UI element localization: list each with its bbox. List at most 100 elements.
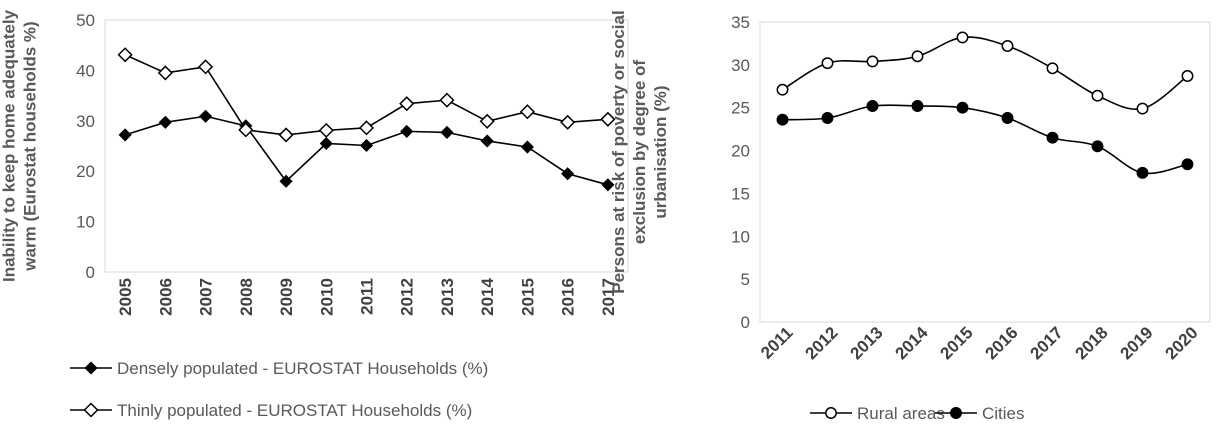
data-point-1 [117, 47, 133, 63]
y-axis-title-line: exclusion by degree of [630, 60, 649, 245]
x-tick-label: 2012 [398, 278, 417, 316]
x-tick-label: 2016 [981, 323, 1021, 363]
x-tick-label: 2019 [1116, 323, 1156, 363]
x-tick-label: 2020 [1161, 323, 1201, 363]
data-point-1 [821, 112, 834, 124]
data-point-1 [238, 122, 254, 138]
x-tick-label: 2014 [891, 323, 932, 364]
data-point-0 [866, 55, 879, 68]
data-point-0 [480, 134, 494, 148]
y-tick-label: 5 [741, 270, 750, 289]
x-tick-label: 2017 [599, 278, 618, 316]
y-axis-title-line: warm (Eurostat households %) [21, 21, 40, 271]
x-tick-label: 2011 [358, 278, 377, 315]
data-point-0 [400, 124, 414, 138]
y-tick-label: 15 [731, 184, 750, 203]
data-point-1 [1046, 131, 1059, 144]
data-point-0 [561, 167, 575, 181]
data-point-0 [911, 50, 924, 63]
data-point-0 [1136, 102, 1149, 115]
y-tick-label: 10 [731, 227, 750, 246]
data-point-1 [479, 113, 495, 129]
data-point-0 [601, 178, 615, 192]
x-tick-label: 2014 [478, 277, 497, 315]
x-tick-label: 2013 [438, 278, 457, 316]
legend-marker [83, 402, 99, 418]
data-point-1 [157, 65, 173, 81]
legend-label: Rural areas [857, 404, 945, 423]
data-point-0 [319, 136, 333, 151]
y-tick-label: 0 [741, 313, 750, 332]
data-point-1 [1001, 112, 1014, 124]
data-point-1 [956, 101, 969, 114]
y-tick-label: 10 [76, 213, 95, 232]
legend-marker [825, 407, 837, 419]
data-point-0 [440, 125, 454, 139]
legend-label: Densely populated - EUROSTAT Households … [117, 359, 488, 378]
x-tick-label: 2017 [1026, 323, 1066, 363]
series-line-1 [782, 104, 1188, 175]
x-tick-label: 2018 [1071, 323, 1111, 363]
data-point-0 [776, 83, 789, 96]
x-tick-label: 2005 [116, 278, 135, 316]
data-point-0 [821, 57, 834, 70]
y-tick-label: 40 [76, 61, 95, 80]
data-point-1 [1181, 158, 1194, 171]
legend-marker [84, 361, 98, 375]
data-point-1 [1136, 166, 1149, 179]
data-point-1 [1091, 140, 1104, 153]
data-point-0 [1181, 70, 1194, 82]
data-point-0 [158, 115, 172, 129]
y-tick-label: 30 [76, 112, 95, 131]
y-axis-title-line: Inability to keep home adequately [0, 9, 19, 282]
x-tick-label: 2012 [801, 323, 841, 363]
y-tick-label: 50 [76, 11, 95, 30]
data-point-0 [359, 138, 374, 153]
data-point-1 [358, 120, 375, 136]
data-point-0 [1046, 62, 1059, 75]
x-tick-label: 2013 [846, 323, 886, 363]
legend-label: Cities [982, 404, 1025, 423]
y-tick-label: 35 [731, 13, 750, 32]
data-point-0 [279, 174, 293, 188]
data-point-0 [956, 31, 969, 44]
legend-marker [950, 407, 962, 419]
data-point-0 [199, 109, 213, 123]
data-point-0 [520, 140, 534, 154]
y-tick-label: 30 [731, 56, 750, 75]
x-tick-label: 2006 [156, 278, 175, 316]
plot-area-frame [104, 19, 629, 273]
y-axis-title-line: Persons at risk of poverty or social [609, 10, 628, 293]
series-line-0 [782, 36, 1188, 111]
data-point-1 [776, 113, 789, 126]
x-tick-label: 2009 [277, 278, 296, 316]
data-point-1 [399, 96, 415, 112]
data-point-1 [519, 104, 535, 120]
data-point-1 [560, 114, 576, 130]
data-point-0 [118, 128, 132, 142]
x-tick-label: 2015 [936, 323, 976, 363]
x-tick-label: 2016 [559, 278, 578, 316]
data-point-1 [439, 92, 455, 108]
data-point-1 [866, 100, 879, 112]
y-tick-label: 20 [76, 162, 95, 181]
x-tick-label: 2015 [518, 278, 537, 316]
data-point-0 [1091, 89, 1104, 102]
legend-label: Thinly populated - EUROSTAT Households (… [117, 401, 472, 420]
data-point-1 [198, 59, 214, 75]
data-point-1 [278, 127, 294, 143]
data-point-0 [1001, 40, 1014, 52]
y-axis-title-line: urbanisation (%) [651, 85, 670, 218]
y-tick-label: 25 [731, 99, 750, 118]
left-chart: 0 10 20 30 40 50 2005 2006 2007 2008 2009 2010 2011 2… [0, 9, 629, 420]
x-tick-label: 2010 [317, 278, 336, 316]
x-tick-label: 2011 [757, 323, 797, 363]
data-point-1 [911, 100, 924, 112]
data-point-1 [600, 111, 616, 127]
x-tick-label: 2008 [237, 278, 256, 316]
y-tick-label: 20 [731, 142, 750, 161]
y-tick-label: 0 [86, 263, 95, 282]
data-point-1 [318, 122, 334, 138]
